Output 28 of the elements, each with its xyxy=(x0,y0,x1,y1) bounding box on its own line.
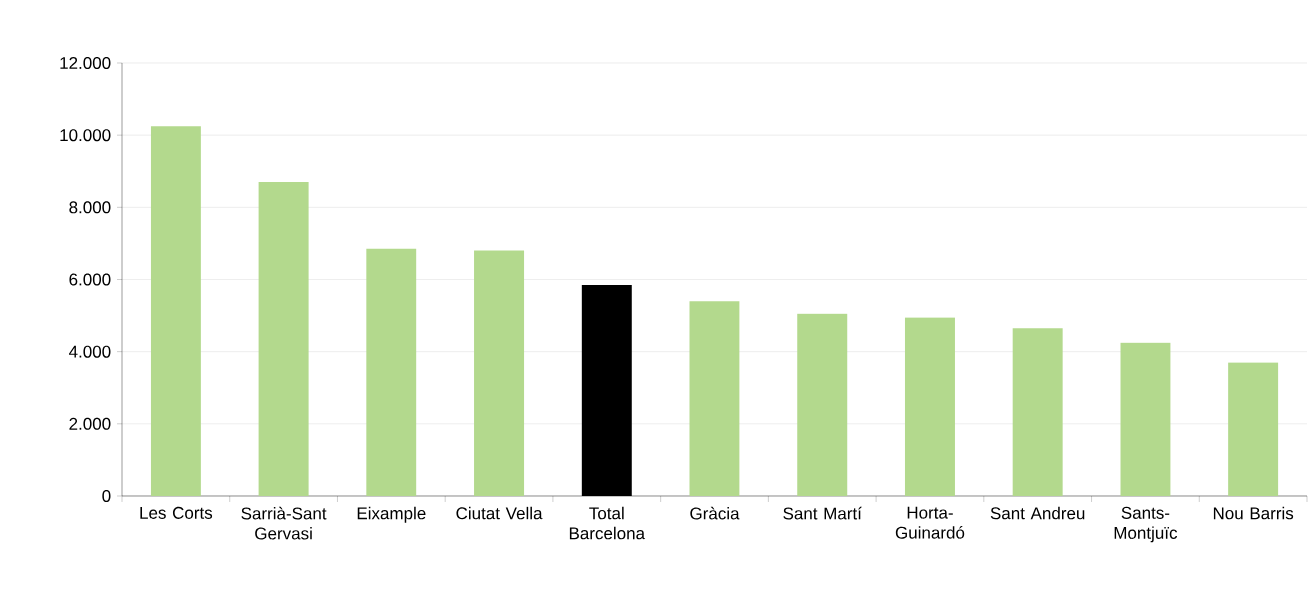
bar xyxy=(150,126,201,496)
bar xyxy=(1012,328,1063,496)
y-tick-label: 12.000 xyxy=(60,56,111,70)
bar xyxy=(258,182,309,496)
x-tick-label: Sant Andreu xyxy=(990,506,1085,520)
x-tick-label: Total Barcelona xyxy=(569,506,646,540)
y-tick-label: 0 xyxy=(102,489,111,503)
x-tick-label: Eixample xyxy=(357,506,426,523)
bar xyxy=(474,250,525,496)
bar xyxy=(1228,362,1279,496)
y-tick-label: 2.000 xyxy=(69,417,111,430)
x-tick-label: Ciutat Vella xyxy=(456,506,543,520)
y-tick-label: 4.000 xyxy=(69,345,111,358)
y-tick-label: 8.000 xyxy=(69,201,111,214)
y-tick-label: 10.000 xyxy=(60,129,111,142)
bar xyxy=(904,317,955,496)
x-tick-label: Nou Barris xyxy=(1213,506,1294,520)
x-tick-label: Sants-Montjuïc xyxy=(1114,506,1178,543)
x-tick-label: Horta-Guinardó xyxy=(895,506,965,539)
bar xyxy=(797,313,848,496)
y-tick-label: 6.000 xyxy=(69,273,111,286)
bar xyxy=(1120,342,1171,496)
x-tick-label: Gràcia xyxy=(690,506,740,520)
bar xyxy=(366,248,417,496)
x-tick-label: Sarrià-Sant Gervasi xyxy=(241,506,327,540)
x-tick-label: Les Corts xyxy=(140,506,213,519)
bar xyxy=(689,301,740,496)
x-tick-label: Sant Martí xyxy=(783,506,862,520)
